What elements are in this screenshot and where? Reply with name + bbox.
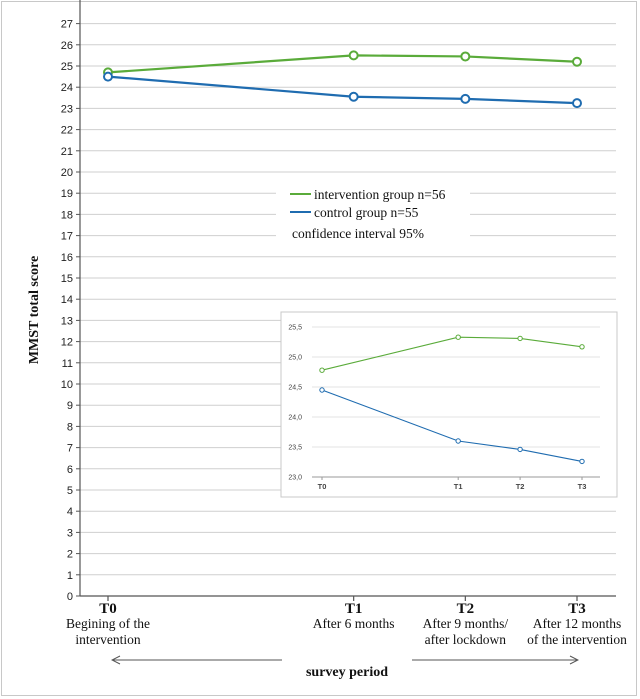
series-line-0 — [107, 54, 578, 74]
inset-x-tick-label-T2: T2 — [516, 482, 525, 491]
y-tick-label-24: 24 — [61, 82, 73, 94]
inset-x-tick-label-T0: T0 — [318, 482, 327, 491]
inset-series-1-point-T2 — [517, 446, 523, 453]
y-tick-label-5: 5 — [67, 485, 73, 497]
x-tick-code-T1: T1 — [345, 601, 363, 617]
inset-x-tick-label-T3: T3 — [578, 482, 587, 491]
inset-series-lines — [319, 334, 585, 465]
y-tick-label-22: 22 — [61, 125, 73, 137]
x-tick-label-T0-0: Begining of the — [66, 616, 150, 631]
inset-series-line-1 — [321, 389, 583, 462]
series-line-1 — [107, 75, 578, 105]
x-tick-label-T2-0: After 9 months/ — [423, 616, 509, 631]
inset-series-line-0 — [321, 336, 583, 371]
y-tick-label-17: 17 — [61, 231, 73, 243]
inset-series-0-point-T0 — [319, 367, 325, 373]
x-tick-label-T2-1: after lockdown — [425, 632, 507, 647]
inset-frame — [280, 311, 618, 498]
series-0-point-T2 — [460, 51, 471, 62]
x-tick-label-T1-0: After 6 months — [313, 616, 395, 631]
inset-y-tick-label-1: 23,5 — [288, 445, 302, 452]
y-tick-label-14: 14 — [61, 294, 73, 306]
x-tick-label-T0-1: intervention — [75, 632, 140, 647]
series-1-point-T0 — [103, 71, 113, 82]
y-tick-label-18: 18 — [61, 209, 73, 221]
x-tick-code-T0: T0 — [99, 601, 117, 617]
inset-series-1-point-T0 — [319, 387, 325, 393]
inset-y-tick-label-5: 25,5 — [288, 325, 302, 332]
inset-series-0-point-T2 — [517, 335, 523, 342]
inset-series-1-point-T3 — [579, 458, 585, 465]
y-tick-label-26: 26 — [61, 40, 73, 52]
legend-label-control: control group n=55 — [314, 205, 419, 220]
inset-series-0-point-T3 — [579, 344, 585, 350]
y-tick-label-25: 25 — [61, 61, 73, 73]
inset-y-ticks: 23,0 23,5 24,0 24,5 25,0 25,5 — [288, 325, 302, 482]
y-tick-label-10: 10 — [61, 379, 73, 391]
x-tick-label-T3-0: After 12 months — [533, 616, 622, 631]
y-tick-label-19: 19 — [61, 188, 73, 200]
x-label-background — [282, 650, 412, 670]
inset-y-tick-label-0: 23,0 — [288, 475, 302, 482]
y-tick-label-11: 11 — [62, 358, 73, 370]
inset-y-tick-label-3: 24,5 — [288, 385, 302, 392]
legend-label-intervention: intervention group n=56 — [314, 187, 446, 202]
y-tick-label-13: 13 — [61, 315, 73, 327]
inset-y-tick-label-2: 24,0 — [288, 415, 302, 422]
y-tick-label-27: 27 — [61, 19, 73, 31]
series-1-point-T3 — [572, 98, 582, 109]
inset-grid-lines — [312, 326, 600, 478]
inset-series-1-point-T1 — [455, 438, 461, 444]
y-tick-label-20: 20 — [61, 167, 73, 179]
series-0-point-T3 — [572, 56, 582, 67]
y-tick-label-1: 1 — [67, 570, 73, 582]
y-tick-label-2: 2 — [67, 549, 73, 561]
legend: intervention group n=56 control group n=… — [276, 180, 470, 246]
x-tick-code-T2: T2 — [457, 601, 475, 617]
y-axis-label: MMST total score — [27, 256, 42, 364]
y-tick-label-7: 7 — [67, 443, 73, 455]
y-tick-label-4: 4 — [67, 506, 73, 518]
y-tick-label-3: 3 — [67, 527, 73, 539]
y-tick-label-21: 21 — [61, 146, 73, 158]
y-tick-label-9: 9 — [67, 400, 73, 412]
y-tick-label-6: 6 — [67, 464, 73, 476]
inset-x-tick-label-T1: T1 — [454, 482, 463, 491]
x-axis-label: survey period — [306, 665, 388, 680]
y-tick-label-16: 16 — [61, 252, 73, 264]
y-tick-label-8: 8 — [67, 421, 73, 433]
x-tick-code-T3: T3 — [568, 601, 586, 617]
inset-series-0-point-T1 — [455, 334, 461, 340]
series-lines — [103, 50, 582, 109]
series-0-point-T1 — [348, 50, 359, 61]
inset-x-ticks: T0 T1 T2 T3 — [318, 477, 587, 491]
x-tick-label-T3-1: of the intervention — [527, 632, 627, 647]
y-tick-label-12: 12 — [61, 337, 73, 349]
series-1-point-T2 — [460, 93, 471, 104]
inset-y-tick-label-4: 25,0 — [288, 355, 302, 362]
y-tick-label-15: 15 — [61, 273, 73, 285]
inset-chart: 23,0 23,5 24,0 24,5 25,0 25,5 T0 T1 T2 T3 — [280, 311, 618, 498]
y-axis-ticks: 0123456789101112131415161718192021222324… — [61, 19, 80, 603]
series-1-point-T1 — [348, 91, 359, 102]
y-tick-label-23: 23 — [61, 103, 73, 115]
legend-note-confidence: confidence interval 95% — [292, 226, 424, 241]
y-tick-label-0: 0 — [67, 591, 73, 603]
